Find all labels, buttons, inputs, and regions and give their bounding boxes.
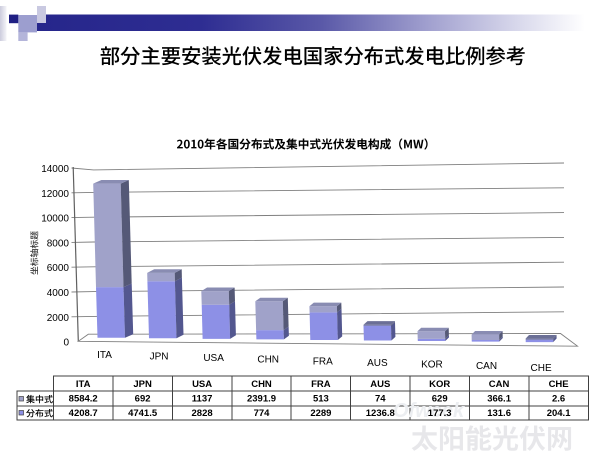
svg-text:4000: 4000 xyxy=(47,288,70,299)
svg-text:ITA: ITA xyxy=(97,350,112,361)
svg-text:204.1: 204.1 xyxy=(547,408,571,419)
svg-text:USA: USA xyxy=(203,353,224,364)
svg-text:KOR: KOR xyxy=(421,360,443,371)
svg-text:CAN: CAN xyxy=(476,361,497,372)
svg-text:1137: 1137 xyxy=(192,394,213,405)
svg-text:AUS: AUS xyxy=(370,379,390,390)
svg-text:FRA: FRA xyxy=(311,379,331,390)
svg-text:1236.8: 1236.8 xyxy=(366,408,395,419)
svg-text:629: 629 xyxy=(432,394,448,405)
svg-text:JPN: JPN xyxy=(133,379,152,390)
svg-text:KOR: KOR xyxy=(429,379,450,390)
svg-text:14000: 14000 xyxy=(41,164,69,175)
svg-text:8000: 8000 xyxy=(47,238,70,249)
svg-text:CHN: CHN xyxy=(251,379,272,390)
svg-text:10000: 10000 xyxy=(41,214,69,225)
svg-text:4741.5: 4741.5 xyxy=(128,408,158,419)
svg-text:CHN: CHN xyxy=(257,355,279,366)
svg-text:131.6: 131.6 xyxy=(487,408,511,419)
svg-text:366.1: 366.1 xyxy=(487,394,511,405)
svg-text:2289: 2289 xyxy=(310,408,331,419)
svg-text:2391.9: 2391.9 xyxy=(247,394,276,405)
svg-text:CHE: CHE xyxy=(549,379,569,390)
svg-text:6000: 6000 xyxy=(47,263,70,274)
svg-text:774: 774 xyxy=(254,408,271,419)
svg-text:74: 74 xyxy=(375,394,386,405)
svg-text:CHE: CHE xyxy=(531,363,552,374)
svg-text:JPN: JPN xyxy=(150,351,169,362)
svg-text:FRA: FRA xyxy=(313,356,333,367)
svg-text:692: 692 xyxy=(135,394,151,405)
svg-text:ITA: ITA xyxy=(76,379,91,390)
svg-text:2000: 2000 xyxy=(47,313,70,324)
svg-text:2828: 2828 xyxy=(192,408,213,419)
svg-text:8584.2: 8584.2 xyxy=(69,394,98,405)
svg-text:CAN: CAN xyxy=(489,379,510,390)
svg-text:4208.7: 4208.7 xyxy=(69,408,98,419)
svg-text:12000: 12000 xyxy=(41,189,69,200)
svg-text:Ofweek: Ofweek xyxy=(393,400,465,422)
svg-text:177.3: 177.3 xyxy=(428,408,452,419)
svg-text:513: 513 xyxy=(313,394,329,405)
svg-text:USA: USA xyxy=(192,379,212,390)
svg-text:0: 0 xyxy=(63,338,69,349)
svg-text:2.6: 2.6 xyxy=(552,394,565,405)
svg-text:AUS: AUS xyxy=(367,358,388,369)
